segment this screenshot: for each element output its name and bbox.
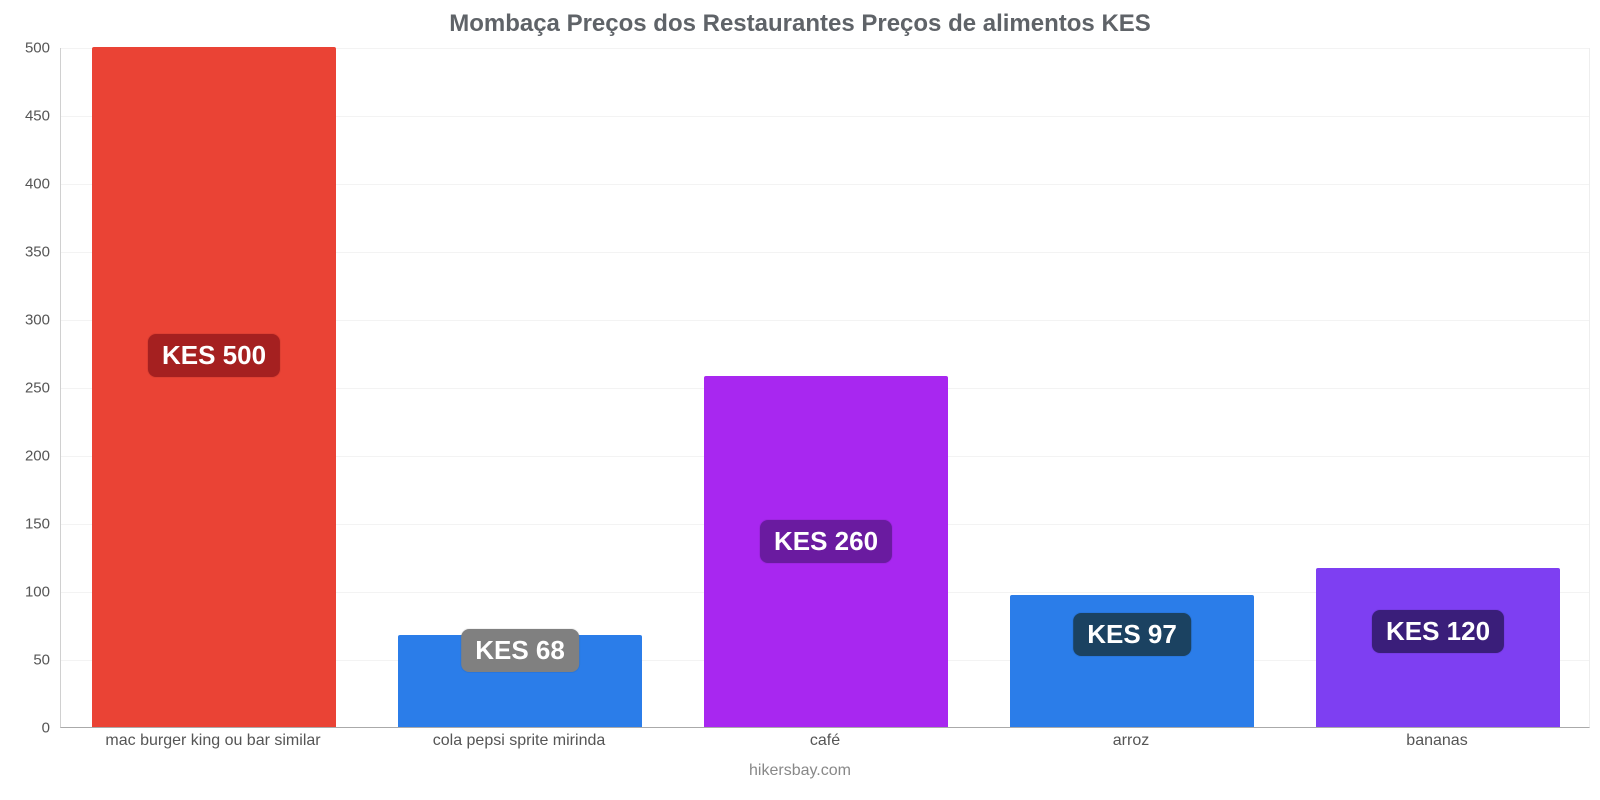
x-tick-label: café bbox=[810, 732, 840, 750]
y-axis-ticks: 050100150200250300350400450500 bbox=[0, 48, 56, 728]
chart-title: Mombaça Preços dos Restaurantes Preços d… bbox=[0, 0, 1600, 46]
value-badge: KES 260 bbox=[760, 520, 892, 563]
y-tick-label: 0 bbox=[0, 720, 50, 737]
value-badge: KES 68 bbox=[461, 629, 579, 672]
y-tick-label: 300 bbox=[0, 312, 50, 329]
source-label: hikersbay.com bbox=[0, 762, 1600, 780]
y-tick-label: 250 bbox=[0, 380, 50, 397]
plot-area: KES 500 KES 68 KES 260 KES 97 KES 120 bbox=[60, 48, 1590, 728]
y-tick-label: 350 bbox=[0, 244, 50, 261]
value-badge: KES 500 bbox=[148, 334, 280, 377]
x-tick-label: mac burger king ou bar similar bbox=[105, 732, 320, 750]
bar-slot: KES 68 bbox=[367, 48, 673, 727]
y-tick-label: 400 bbox=[0, 176, 50, 193]
y-tick-label: 450 bbox=[0, 108, 50, 125]
bar bbox=[92, 47, 337, 727]
y-tick-label: 50 bbox=[0, 652, 50, 669]
y-tick-label: 200 bbox=[0, 448, 50, 465]
bar-slot: KES 120 bbox=[1285, 48, 1591, 727]
x-axis-labels: mac burger king ou bar similar cola pepsi… bbox=[60, 732, 1590, 760]
value-badge: KES 97 bbox=[1073, 613, 1191, 656]
bar-slot: KES 97 bbox=[979, 48, 1285, 727]
x-tick-label: arroz bbox=[1113, 732, 1149, 750]
value-badge: KES 120 bbox=[1372, 610, 1504, 653]
y-tick-label: 150 bbox=[0, 516, 50, 533]
y-tick-label: 100 bbox=[0, 584, 50, 601]
chart-container: Mombaça Preços dos Restaurantes Preços d… bbox=[0, 0, 1600, 800]
bars-layer: KES 500 KES 68 KES 260 KES 97 KES 120 bbox=[61, 48, 1589, 727]
x-tick-label: cola pepsi sprite mirinda bbox=[433, 732, 606, 750]
bar-slot: KES 500 bbox=[61, 48, 367, 727]
y-tick-label: 500 bbox=[0, 40, 50, 57]
bar-slot: KES 260 bbox=[673, 48, 979, 727]
x-tick-label: bananas bbox=[1406, 732, 1467, 750]
